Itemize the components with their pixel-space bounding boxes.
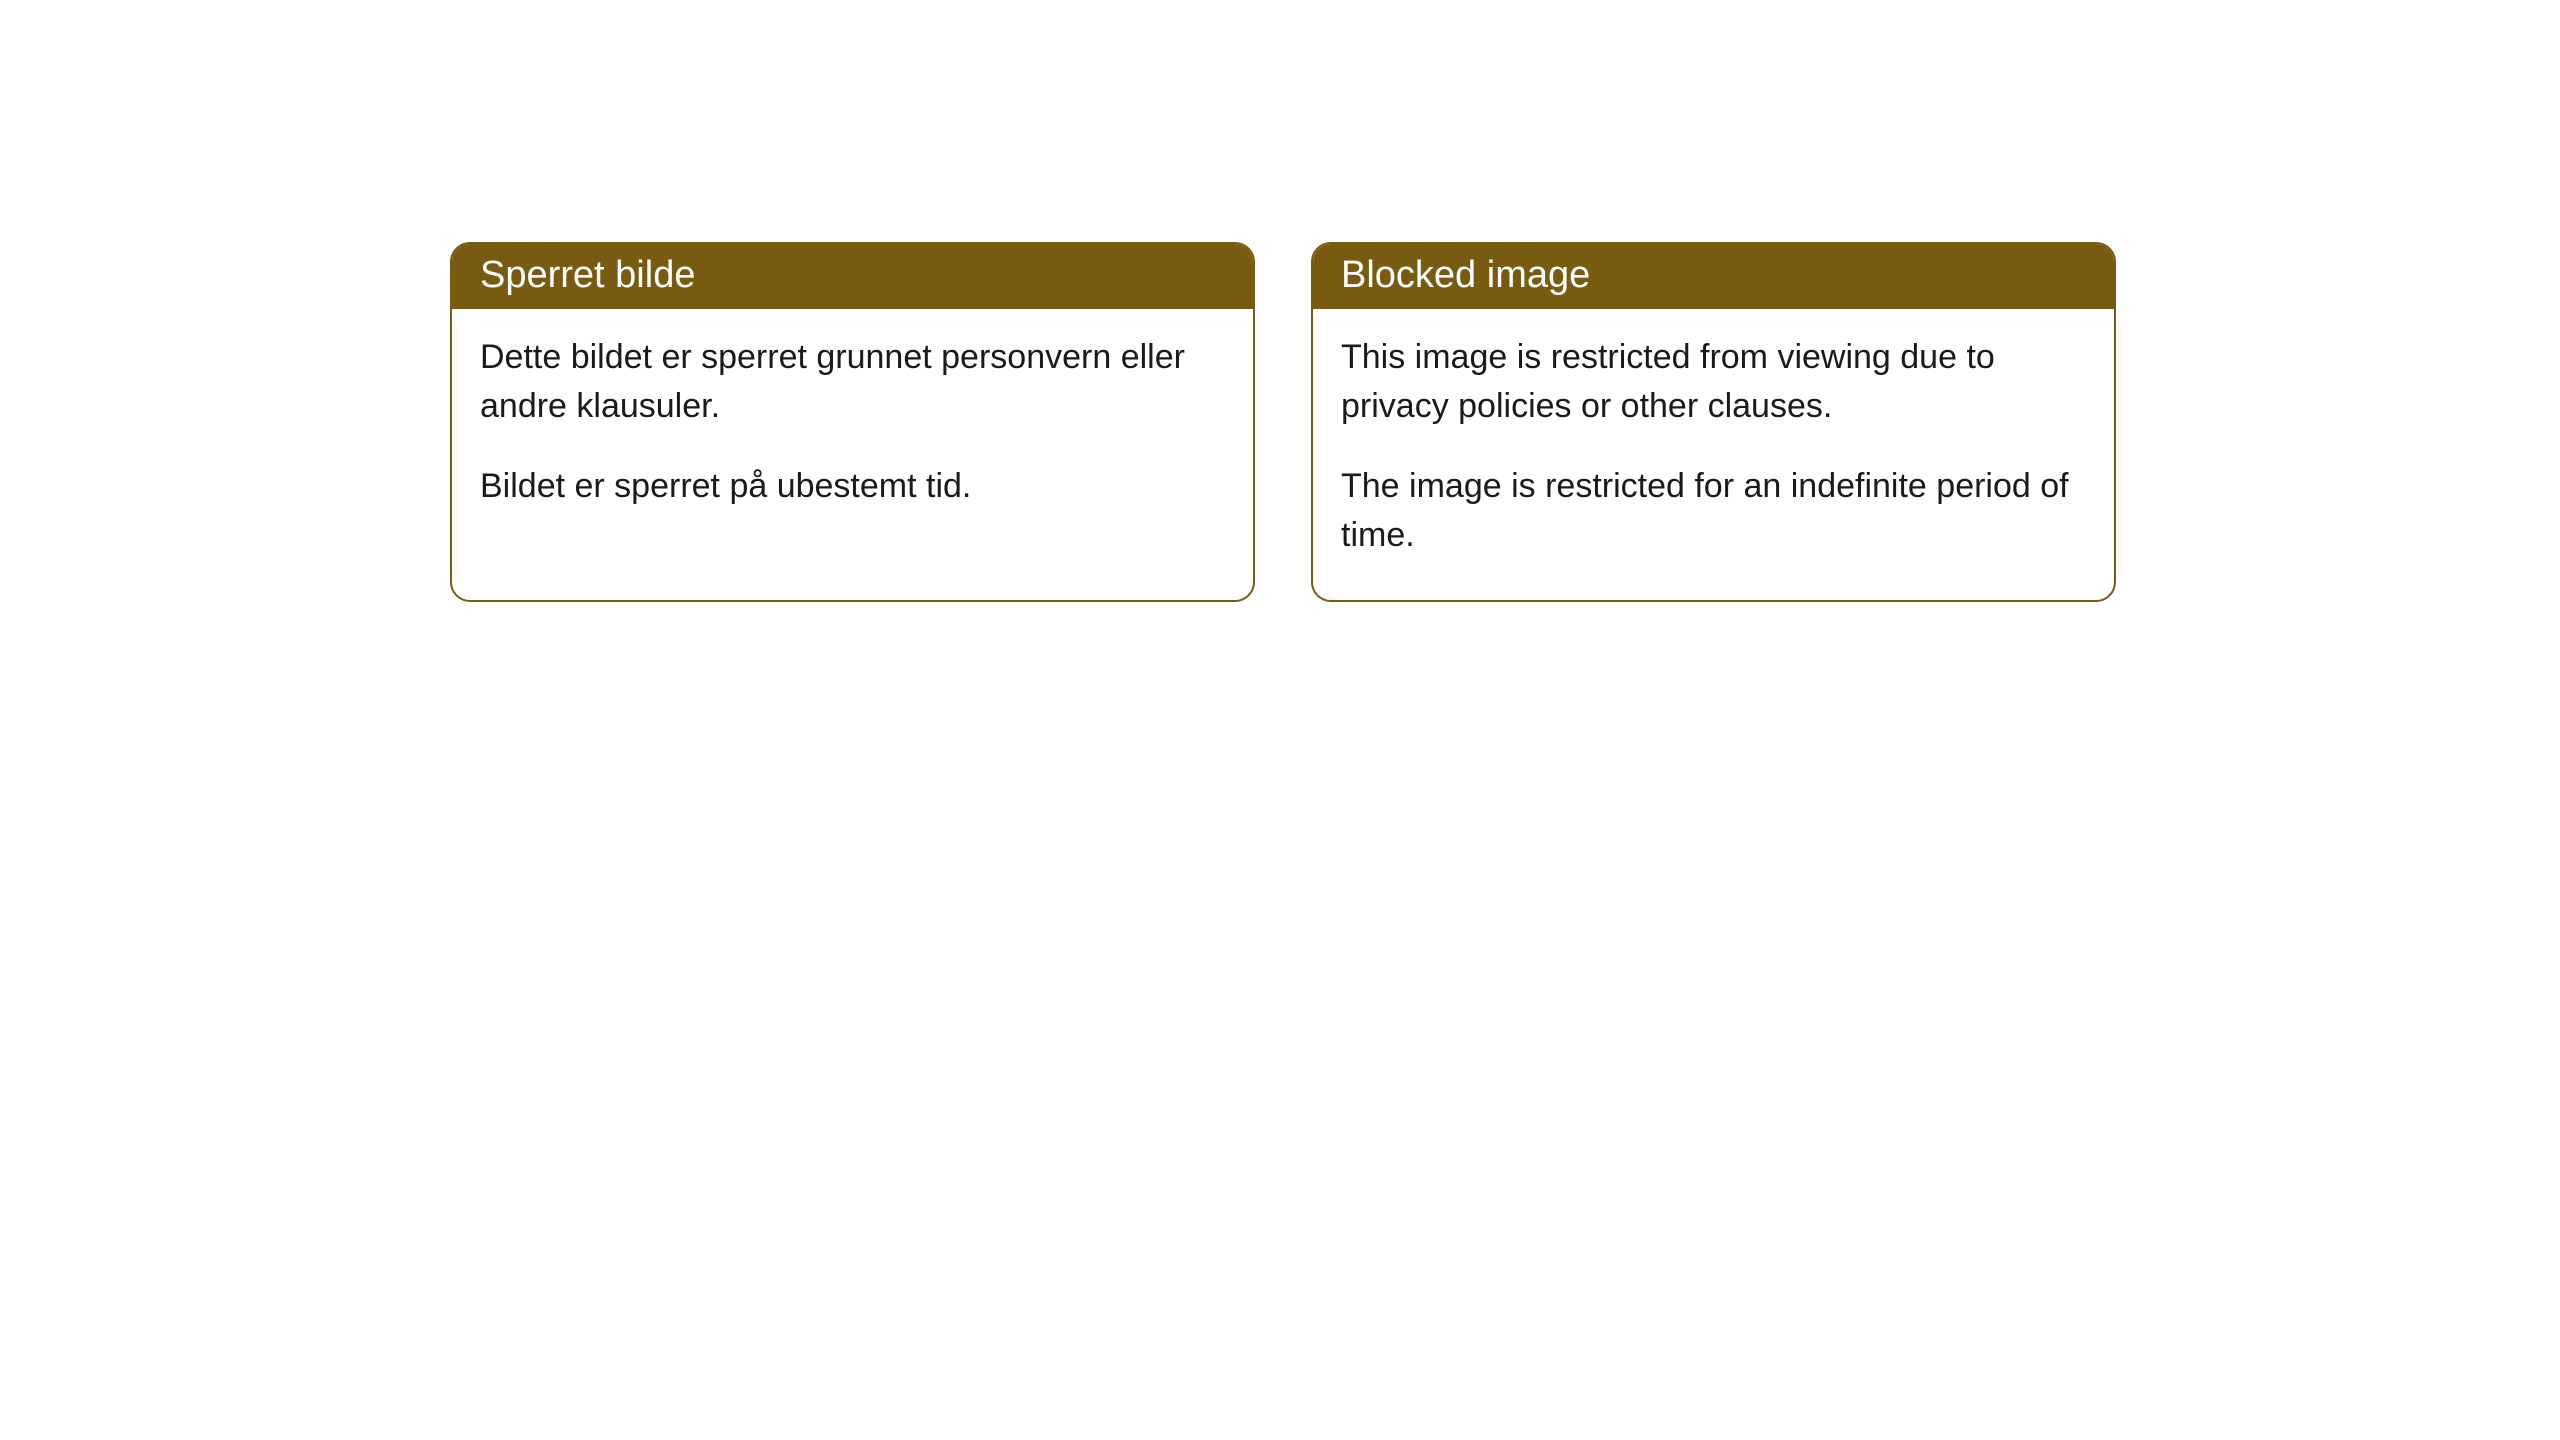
notice-paragraph: Bildet er sperret på ubestemt tid. [480,462,1225,511]
card-body: This image is restricted from viewing du… [1313,309,2114,600]
notice-cards-container: Sperret bilde Dette bildet er sperret gr… [450,242,2560,602]
notice-card-norwegian: Sperret bilde Dette bildet er sperret gr… [450,242,1255,602]
card-body: Dette bildet er sperret grunnet personve… [452,309,1253,551]
card-header: Sperret bilde [452,244,1253,309]
notice-paragraph: Dette bildet er sperret grunnet personve… [480,333,1225,432]
notice-paragraph: This image is restricted from viewing du… [1341,333,2086,432]
card-header: Blocked image [1313,244,2114,309]
notice-card-english: Blocked image This image is restricted f… [1311,242,2116,602]
notice-paragraph: The image is restricted for an indefinit… [1341,462,2086,561]
